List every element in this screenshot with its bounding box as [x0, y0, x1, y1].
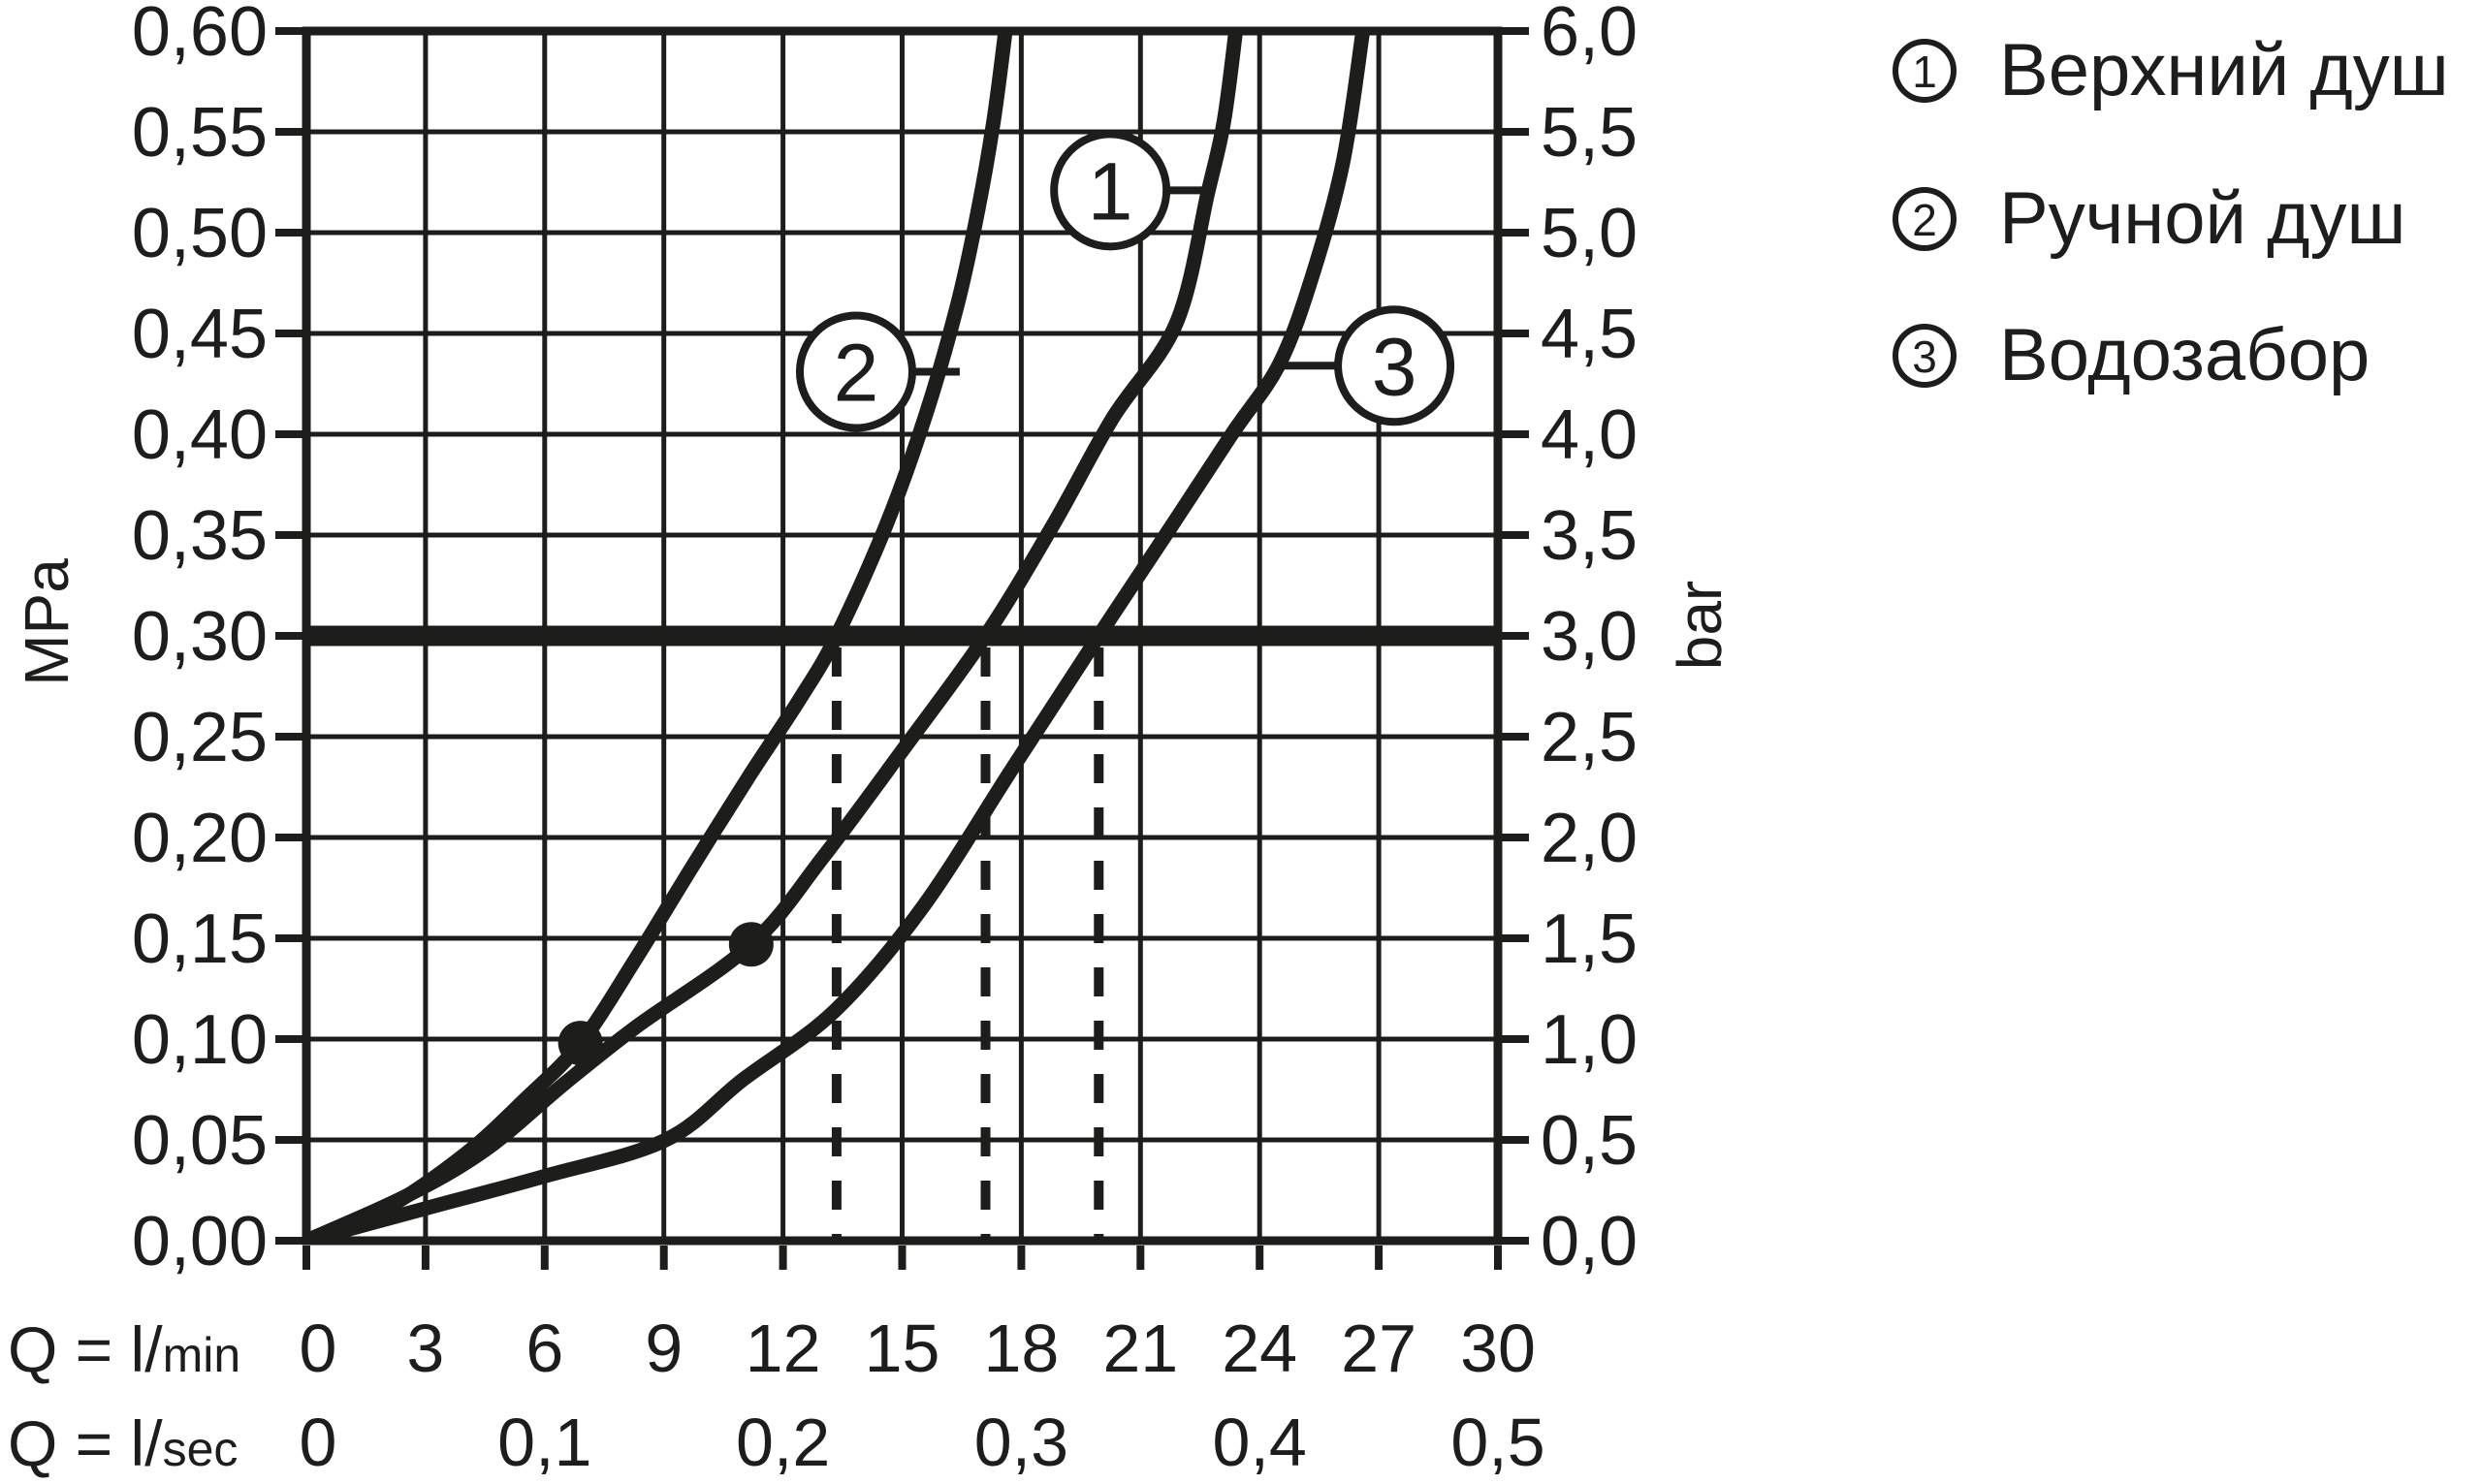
y-right-tick-label: 0,5: [1541, 1102, 1638, 1180]
x-tick-label-row1: 12: [746, 1310, 821, 1386]
x-tick-label-row1: 3: [406, 1310, 444, 1386]
y-left-tick-label: 0,25: [132, 699, 268, 776]
y-right-tick-label: 4,0: [1541, 396, 1638, 474]
curve-label-number-1: 1: [1088, 145, 1133, 237]
legend-item-2: 2 Ручной душ: [1893, 182, 2405, 256]
y-left-tick-label: 0,40: [132, 396, 268, 474]
axis-ticks: [275, 27, 1529, 1270]
x-tick-label-row2: 0,2: [736, 1405, 830, 1480]
x-axis-unit-row-2: Q = l/sec: [8, 1407, 238, 1479]
curve-1-path: [306, 31, 1244, 1241]
x-tick-label-row1: 15: [865, 1310, 940, 1386]
x-tick-label-row2: 0,1: [497, 1405, 591, 1480]
y-left-tick-label: 0,30: [132, 598, 268, 676]
legend-marker-circle-3: 3: [1893, 324, 1957, 388]
legend-label-2: Ручной душ: [1999, 177, 2406, 260]
legend-label-1: Верхний душ: [1999, 29, 2449, 111]
curve-point-dot: [557, 1021, 603, 1066]
curve-3-path: [306, 31, 1371, 1241]
y-right-tick-label: 1,5: [1541, 900, 1638, 978]
curve-label-circle-2: [795, 311, 916, 432]
y-left-tick-label: 0,45: [132, 296, 268, 373]
y-right-tick-label: 2,0: [1541, 800, 1638, 877]
y-right-tick-label: 3,0: [1541, 598, 1638, 676]
y-right-tick-label: 3,5: [1541, 497, 1638, 575]
y-left-tick-label: 0,10: [132, 1001, 268, 1079]
x-tick-label-row1: 18: [983, 1310, 1059, 1386]
y-left-tick-label: 0,60: [132, 0, 268, 71]
x-tick-label-row2: 0: [300, 1405, 337, 1480]
x-axis-unit-row-1: Q = l/min: [8, 1313, 240, 1385]
y-left-tick-label: 0,15: [132, 900, 268, 978]
curve-2-path: [306, 31, 1013, 1241]
x-tick-label-row1: 6: [525, 1310, 563, 1386]
y-right-axis-unit: bar: [1665, 581, 1734, 671]
y-left-tick-label: 0,50: [132, 195, 268, 272]
y-right-tick-label: 0,0: [1541, 1203, 1638, 1280]
y-right-tick-label: 5,0: [1541, 195, 1638, 272]
curve-label-circle-3: [1334, 305, 1455, 426]
x-tick-label-row1: 0: [300, 1310, 337, 1386]
curve-label-number-3: 3: [1372, 321, 1417, 412]
y-right-tick-label: 1,0: [1541, 1001, 1638, 1079]
plot-content: [306, 31, 1498, 1241]
y-right-tick-label: 5,5: [1541, 94, 1638, 172]
legend-item-1: 1 Верхний душ: [1893, 34, 2449, 108]
x-tick-label-row1: 21: [1102, 1310, 1178, 1386]
y-right-tick-label: 4,5: [1541, 296, 1638, 373]
x-tick-label-row1: 27: [1341, 1310, 1416, 1386]
y-right-tick-label: 2,5: [1541, 699, 1638, 776]
y-left-tick-label: 0,35: [132, 497, 268, 575]
x-tick-label-row1: 24: [1222, 1310, 1297, 1386]
y-left-tick-label: 0,00: [132, 1203, 268, 1280]
x-tick-label-row1: 9: [645, 1310, 683, 1386]
y-left-tick-label: 0,20: [132, 800, 268, 877]
legend: 1 Верхний душ 2 Ручной душ 3 Водозабор: [1893, 0, 2474, 426]
legend-marker-circle-1: 1: [1893, 39, 1957, 103]
x-tick-label-row2: 0,5: [1450, 1405, 1544, 1480]
legend-marker-circle-2: 2: [1893, 187, 1957, 251]
legend-item-3: 3 Водозабор: [1893, 319, 2370, 393]
curve-label-circle-1: [1050, 130, 1171, 251]
y-left-tick-label: 0,55: [132, 94, 268, 172]
legend-label-3: Водозабор: [1999, 314, 2371, 396]
x-tick-label-row2: 0,4: [1213, 1405, 1307, 1480]
curve-label-number-2: 2: [834, 328, 879, 419]
y-left-axis-unit: MPa: [12, 558, 81, 686]
plot-border: [302, 26, 1503, 1246]
y-right-tick-label: 6,0: [1541, 0, 1638, 71]
x-tick-label-row2: 0,3: [974, 1405, 1068, 1480]
curve-point-dot: [728, 922, 774, 967]
x-tick-label-row1: 30: [1460, 1310, 1536, 1386]
y-left-tick-label: 0,05: [132, 1102, 268, 1180]
